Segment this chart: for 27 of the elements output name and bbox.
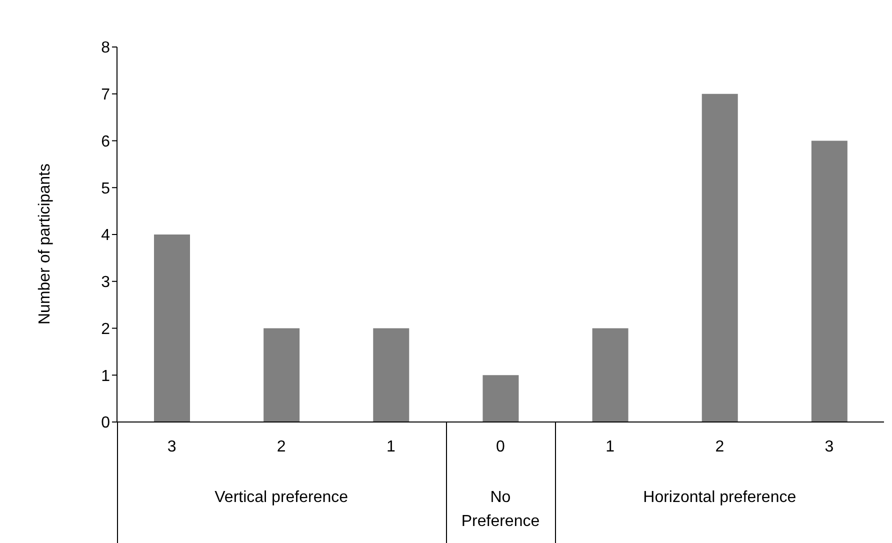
x-tick-label: 3 (824, 438, 834, 456)
x-tick-label: 0 (496, 438, 506, 456)
bar (811, 140, 848, 422)
bar (702, 94, 738, 422)
text: No Preference (460, 488, 541, 532)
y-tick-label: 3 (101, 274, 110, 292)
x-tick-label: 2 (715, 438, 724, 456)
bar (482, 375, 519, 422)
x-tick-label: 2 (276, 438, 286, 456)
y-tick-label: 8 (101, 40, 110, 57)
y-tick-label: 7 (101, 86, 110, 104)
text: Horizontal preference (642, 488, 798, 508)
bar (592, 328, 628, 422)
bar (373, 328, 410, 422)
x-tick-label: 3 (167, 438, 176, 456)
y-tick-label: 0 (101, 414, 110, 432)
y-tick-label: 5 (101, 180, 110, 198)
bar (264, 328, 300, 422)
y-tick-label: 1 (101, 368, 110, 385)
y-tick-label: 2 (101, 320, 110, 338)
y-axis-title: Number of participants (36, 164, 54, 324)
bar (154, 234, 190, 422)
x-tick-label: 1 (386, 438, 396, 456)
y-tick-label: 6 (101, 133, 110, 150)
x-tick-label: 1 (606, 438, 615, 456)
y-tick-label: 4 (101, 227, 110, 244)
text: Vertical preference (214, 488, 350, 508)
